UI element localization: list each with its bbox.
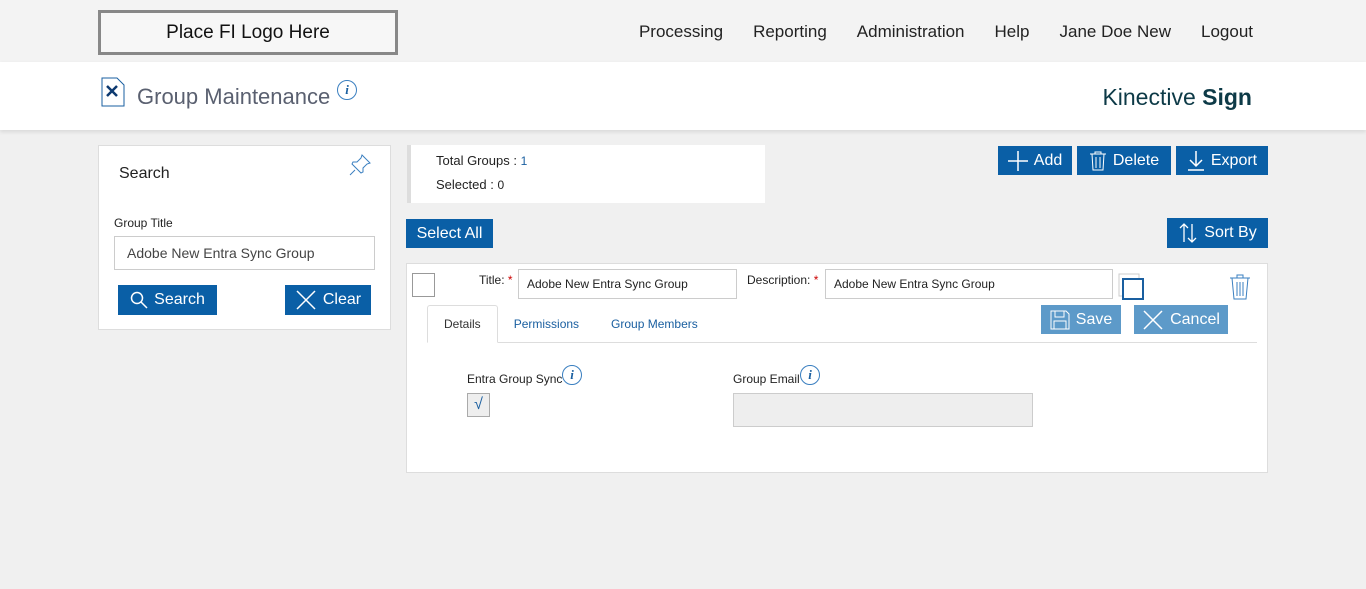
nav-administration[interactable]: Administration	[856, 22, 965, 41]
cancel-button[interactable]: Cancel	[1134, 305, 1228, 334]
save-button[interactable]: Save	[1041, 305, 1121, 334]
add-button[interactable]: Add	[998, 146, 1072, 175]
total-value: 1	[520, 154, 528, 168]
document-tools-icon	[101, 77, 125, 107]
summary-box	[407, 145, 765, 203]
search-label: Search	[154, 291, 205, 308]
sort-icon	[1179, 223, 1197, 243]
save-icon	[1050, 310, 1070, 329]
sort-by-button[interactable]: Sort By	[1167, 218, 1268, 248]
export-button[interactable]: Export	[1176, 146, 1268, 175]
description-label: Description: *	[747, 273, 818, 287]
fi-logo: Place FI Logo Here	[98, 10, 398, 55]
cancel-label: Cancel	[1170, 310, 1220, 328]
total-groups: Total Groups : 1	[436, 153, 527, 168]
clear-button[interactable]: Clear	[285, 285, 371, 315]
title-label-text: Title:	[479, 273, 505, 287]
close-icon	[296, 290, 316, 310]
entra-sync-checkbox[interactable]: √	[467, 393, 490, 417]
tab-group-members[interactable]: Group Members	[611, 317, 698, 331]
required-marker: *	[813, 273, 819, 287]
download-icon	[1187, 150, 1204, 171]
delete-label: Delete	[1112, 151, 1160, 169]
nav-user[interactable]: Jane Doe New	[1059, 22, 1171, 41]
search-heading: Search	[119, 165, 170, 182]
brand-bold: Sign	[1202, 84, 1252, 110]
required-marker: *	[507, 273, 513, 287]
plus-icon	[1007, 150, 1028, 171]
group-email-input[interactable]	[733, 393, 1033, 427]
pin-icon[interactable]	[348, 153, 372, 177]
close-icon	[1143, 309, 1163, 330]
selected-label: Selected :	[436, 177, 494, 192]
title-label: Title: *	[479, 273, 513, 287]
group-email-label: Group Email	[733, 372, 800, 386]
clear-label: Clear	[322, 291, 362, 308]
info-icon[interactable]: i	[337, 80, 357, 100]
select-all-button[interactable]: Select All	[406, 219, 493, 248]
selected-count: Selected : 0	[436, 177, 504, 192]
entra-sync-label: Entra Group Sync	[467, 372, 563, 386]
group-select-checkbox[interactable]	[412, 273, 435, 297]
group-tabs: Details Permissions Group Members	[427, 305, 714, 343]
search-icon	[130, 291, 148, 309]
nav-help[interactable]: Help	[994, 22, 1030, 41]
info-icon[interactable]: i	[800, 365, 820, 385]
nav-processing[interactable]: Processing	[638, 22, 724, 41]
selected-value: 0	[497, 178, 505, 192]
main-nav: Processing Reporting Administration Help…	[639, 22, 1253, 42]
brand-logo: Kinective Sign	[1102, 84, 1252, 111]
tab-divider	[427, 342, 1257, 343]
add-label: Add	[1033, 151, 1063, 169]
save-label: Save	[1075, 310, 1113, 328]
page-title: Group Maintenance	[137, 84, 331, 109]
total-label: Total Groups :	[436, 153, 517, 168]
copy-icon[interactable]	[1118, 273, 1146, 301]
description-input[interactable]: Adobe New Entra Sync Group	[825, 269, 1113, 299]
tab-details[interactable]: Details	[427, 305, 498, 343]
search-button[interactable]: Search	[118, 285, 217, 315]
page-header	[0, 62, 1366, 130]
sort-by-label: Sort By	[1204, 224, 1257, 241]
export-label: Export	[1210, 151, 1258, 169]
tab-permissions[interactable]: Permissions	[513, 317, 580, 331]
description-label-text: Description:	[747, 273, 811, 287]
trash-icon[interactable]	[1229, 274, 1251, 300]
title-input[interactable]: Adobe New Entra Sync Group	[518, 269, 737, 299]
brand-light: Kinective	[1102, 84, 1196, 110]
group-title-input[interactable]: Adobe New Entra Sync Group	[114, 236, 375, 270]
trash-icon	[1089, 151, 1106, 170]
nav-reporting[interactable]: Reporting	[753, 22, 827, 41]
info-icon[interactable]: i	[562, 365, 582, 385]
delete-button[interactable]: Delete	[1077, 146, 1171, 175]
group-title-label: Group Title	[114, 216, 173, 230]
nav-logout[interactable]: Logout	[1201, 22, 1253, 41]
